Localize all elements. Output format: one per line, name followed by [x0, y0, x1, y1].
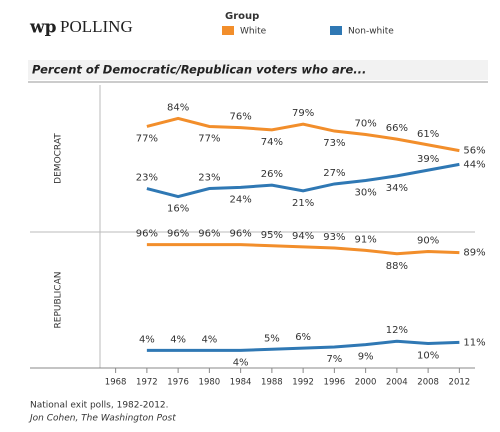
subtitle: Percent of Democratic/Republican voters … [32, 63, 366, 77]
x-tick-label: 1972 [136, 378, 158, 388]
line [146, 339, 460, 352]
value-label: 89% [463, 248, 485, 259]
legend-label: Non-white [348, 27, 394, 37]
value-label: 79% [292, 108, 314, 119]
value-label: 26% [261, 169, 283, 180]
value-label: 24% [230, 194, 252, 205]
value-label: 76% [230, 112, 252, 123]
value-label: 88% [386, 261, 408, 272]
value-label: 61% [417, 129, 439, 140]
x-tick-label: 2000 [355, 378, 377, 388]
value-label: 4% [201, 334, 217, 345]
value-label: 94% [292, 231, 314, 242]
line [146, 243, 460, 256]
value-label: 90% [417, 236, 439, 247]
x-tick-label: 1980 [199, 378, 221, 388]
value-label: 39% [417, 154, 439, 165]
line [146, 162, 460, 199]
value-label: 4% [233, 357, 249, 368]
value-label: 95% [261, 230, 283, 241]
subtitle-band [28, 60, 488, 80]
value-label: 21% [292, 198, 314, 209]
value-label: 23% [136, 173, 158, 184]
value-label: 96% [198, 229, 220, 240]
line [146, 116, 460, 153]
note: National exit polls, 1982-2012. [30, 401, 169, 411]
x-tick-label: 2012 [449, 378, 471, 388]
value-label: 73% [323, 138, 345, 149]
x-tick-label: 1976 [167, 378, 189, 388]
value-label: 56% [463, 146, 485, 157]
value-label: 84% [167, 102, 189, 113]
x-tick-label: 1996 [324, 378, 346, 388]
value-label: 23% [198, 173, 220, 184]
x-tick-label: 1988 [261, 378, 283, 388]
legend-label: White [240, 27, 267, 37]
value-label: 91% [355, 234, 377, 245]
legend-title: Group [225, 11, 259, 22]
panel-label: REPUBLICAN [54, 272, 64, 329]
legend-swatch [330, 26, 342, 35]
value-label: 66% [386, 123, 408, 134]
x-tick-label: 1968 [105, 378, 127, 388]
value-label: 30% [355, 188, 377, 199]
value-label: 77% [198, 133, 220, 144]
value-label: 27% [323, 168, 345, 179]
value-label: 70% [355, 119, 377, 130]
value-label: 4% [139, 334, 155, 345]
logo-text: POLLING [60, 17, 133, 36]
x-tick-label: 2008 [417, 378, 439, 388]
value-label: 7% [326, 354, 342, 365]
value-label: 96% [167, 229, 189, 240]
value-label: 34% [386, 183, 408, 194]
value-label: 10% [417, 351, 439, 362]
value-label: 93% [323, 232, 345, 243]
value-label: 96% [136, 229, 158, 240]
legend-swatch [222, 26, 234, 35]
value-label: 6% [295, 332, 311, 343]
note: Jon Cohen, The Washington Post [28, 414, 176, 424]
value-label: 16% [167, 204, 189, 215]
value-label: 96% [230, 229, 252, 240]
x-tick-label: 1984 [230, 378, 252, 388]
value-label: 44% [463, 159, 485, 170]
value-label: 4% [170, 334, 186, 345]
value-label: 11% [463, 337, 485, 348]
value-label: 5% [264, 333, 280, 344]
logo-mark: wp [29, 18, 57, 38]
panel-label: DEMOCRAT [54, 133, 64, 184]
value-label: 12% [386, 325, 408, 336]
value-label: 77% [136, 133, 158, 144]
x-tick-label: 2004 [386, 378, 408, 388]
x-tick-label: 1992 [292, 378, 314, 388]
value-label: 9% [358, 352, 374, 363]
value-label: 74% [261, 137, 283, 148]
